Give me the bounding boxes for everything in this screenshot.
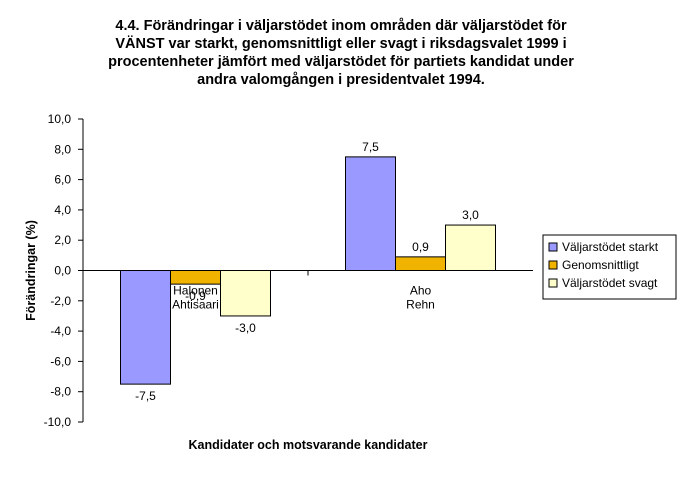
data-label: 0,9 xyxy=(412,240,429,254)
y-tick-label: 4,0 xyxy=(54,203,71,217)
category-label: Aho xyxy=(410,284,432,298)
chart-title-line: andra valomgången i presidentvalet 1994. xyxy=(197,72,485,88)
y-tick-label: -6,0 xyxy=(50,354,71,368)
legend-label: Väljarstödet starkt xyxy=(562,240,659,254)
data-label: -0,9 xyxy=(185,289,206,303)
plot-area: 10,0 8,0 6,0 4,0 2,0 0,0 -2,0 -4,0 -6,0 -8,0 -10,0… xyxy=(24,112,533,452)
legend-label: Genomsnittligt xyxy=(562,258,639,272)
data-label: 7,5 xyxy=(362,140,379,154)
legend-box xyxy=(542,234,677,300)
bar xyxy=(120,270,171,385)
legend-swatch xyxy=(548,278,558,288)
y-tick-label: 8,0 xyxy=(54,142,71,156)
chart-title: 4.4. Förändringar i väljarstödet inom om… xyxy=(108,18,574,88)
chart-title-line: VÄNST var starkt, genomsnittligt eller s… xyxy=(115,35,566,52)
data-label: -7,5 xyxy=(135,389,156,403)
x-axis-title: Kandidater och motsvarande kandidater xyxy=(189,438,428,452)
bar xyxy=(170,270,221,285)
y-tick-label: -4,0 xyxy=(50,324,71,338)
data-label: 3,0 xyxy=(462,208,479,222)
chart-title-line: procentenheter jämfört med väljarstödet … xyxy=(108,54,574,70)
legend-swatch xyxy=(548,242,558,252)
y-tick-label: -2,0 xyxy=(50,294,71,308)
y-tick-label: 10,0 xyxy=(48,112,72,126)
bar xyxy=(395,256,446,271)
bar xyxy=(220,270,271,317)
y-tick-label: 0,0 xyxy=(54,264,71,278)
legend-label: Väljarstödet svagt xyxy=(562,276,658,290)
category-label: Rehn xyxy=(406,298,435,312)
y-tick-label: -10,0 xyxy=(44,415,72,429)
y-tick-label: 2,0 xyxy=(54,233,71,247)
bar xyxy=(345,156,396,271)
data-label: -3,0 xyxy=(235,321,256,335)
y-tick-label: -8,0 xyxy=(50,385,71,399)
category-label: Halonen xyxy=(173,284,218,298)
category-label: Ahtisaari xyxy=(172,298,219,312)
legend: Väljarstödet starkt Genomsnittligt Väljars… xyxy=(542,234,677,300)
legend-swatch xyxy=(548,260,558,270)
y-tick-label: 6,0 xyxy=(54,173,71,187)
y-axis-title: Förändringar (%) xyxy=(24,220,38,321)
bar xyxy=(445,224,496,272)
chart-title-line: 4.4. Förändringar i väljarstödet inom om… xyxy=(115,18,567,34)
